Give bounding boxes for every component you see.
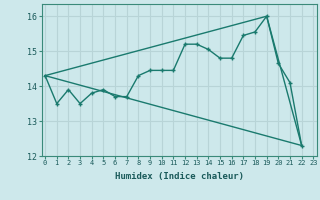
X-axis label: Humidex (Indice chaleur): Humidex (Indice chaleur) [115, 172, 244, 181]
